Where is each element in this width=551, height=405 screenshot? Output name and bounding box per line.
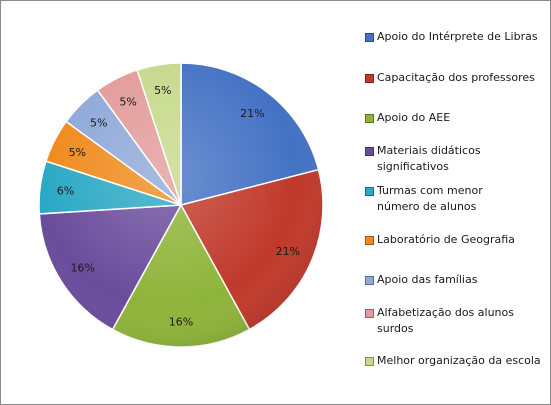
legend-item: Apoio do AEE [365, 110, 551, 126]
slice-percent-label: 16% [70, 261, 94, 274]
slice-percent-label: 21% [276, 245, 300, 258]
legend-item: Turmas com menor número de alunos [365, 183, 551, 215]
legend-label: Apoio do AEE [377, 111, 451, 124]
legend-item: Alfabetização dos alunos surdos [365, 305, 551, 337]
legend-swatch [365, 357, 374, 366]
legend-item: Apoio do Intérprete de Libras [365, 29, 551, 45]
legend-swatch [365, 276, 374, 285]
legend-label: Melhor organização da escola [377, 354, 541, 367]
legend-swatch [365, 308, 374, 318]
legend: Apoio do Intérprete de Libras Capacitação… [365, 1, 551, 404]
slice-percent-label: 5% [90, 117, 107, 130]
legend-swatch [365, 187, 374, 196]
legend-item: Apoio das famílias [365, 272, 551, 288]
legend-label: Apoio das famílias [377, 273, 478, 286]
legend-label: Materiais didáticos significativos [377, 143, 481, 173]
legend-swatch [365, 235, 374, 245]
slice-percent-label: 16% [169, 315, 193, 328]
legend-label: Turmas com menor número de alunos [377, 184, 483, 213]
legend-label: Alfabetização dos alunos surdos [377, 305, 514, 335]
legend-swatch [365, 33, 374, 42]
legend-swatch [365, 73, 374, 83]
slice-percent-label: 5% [69, 146, 86, 159]
slice-percent-label: 5% [119, 95, 136, 108]
legend-item: Laboratório de Geografia [365, 232, 551, 248]
legend-swatch [365, 146, 374, 156]
legend-label: Laboratório de Geografia [377, 232, 515, 246]
legend-item: Materiais didáticos significativos [365, 143, 551, 175]
slice-percent-label: 21% [240, 107, 264, 120]
legend-swatch [365, 114, 374, 123]
legend-label: Apoio do Intérprete de Libras [377, 30, 538, 43]
legend-item: Melhor organização da escola [365, 353, 551, 369]
slice-percent-label: 5% [154, 84, 171, 97]
legend-label: Capacitação dos professores [377, 70, 535, 84]
slice-percent-label: 6% [57, 184, 74, 197]
legend-item: Capacitação dos professores [365, 70, 551, 86]
